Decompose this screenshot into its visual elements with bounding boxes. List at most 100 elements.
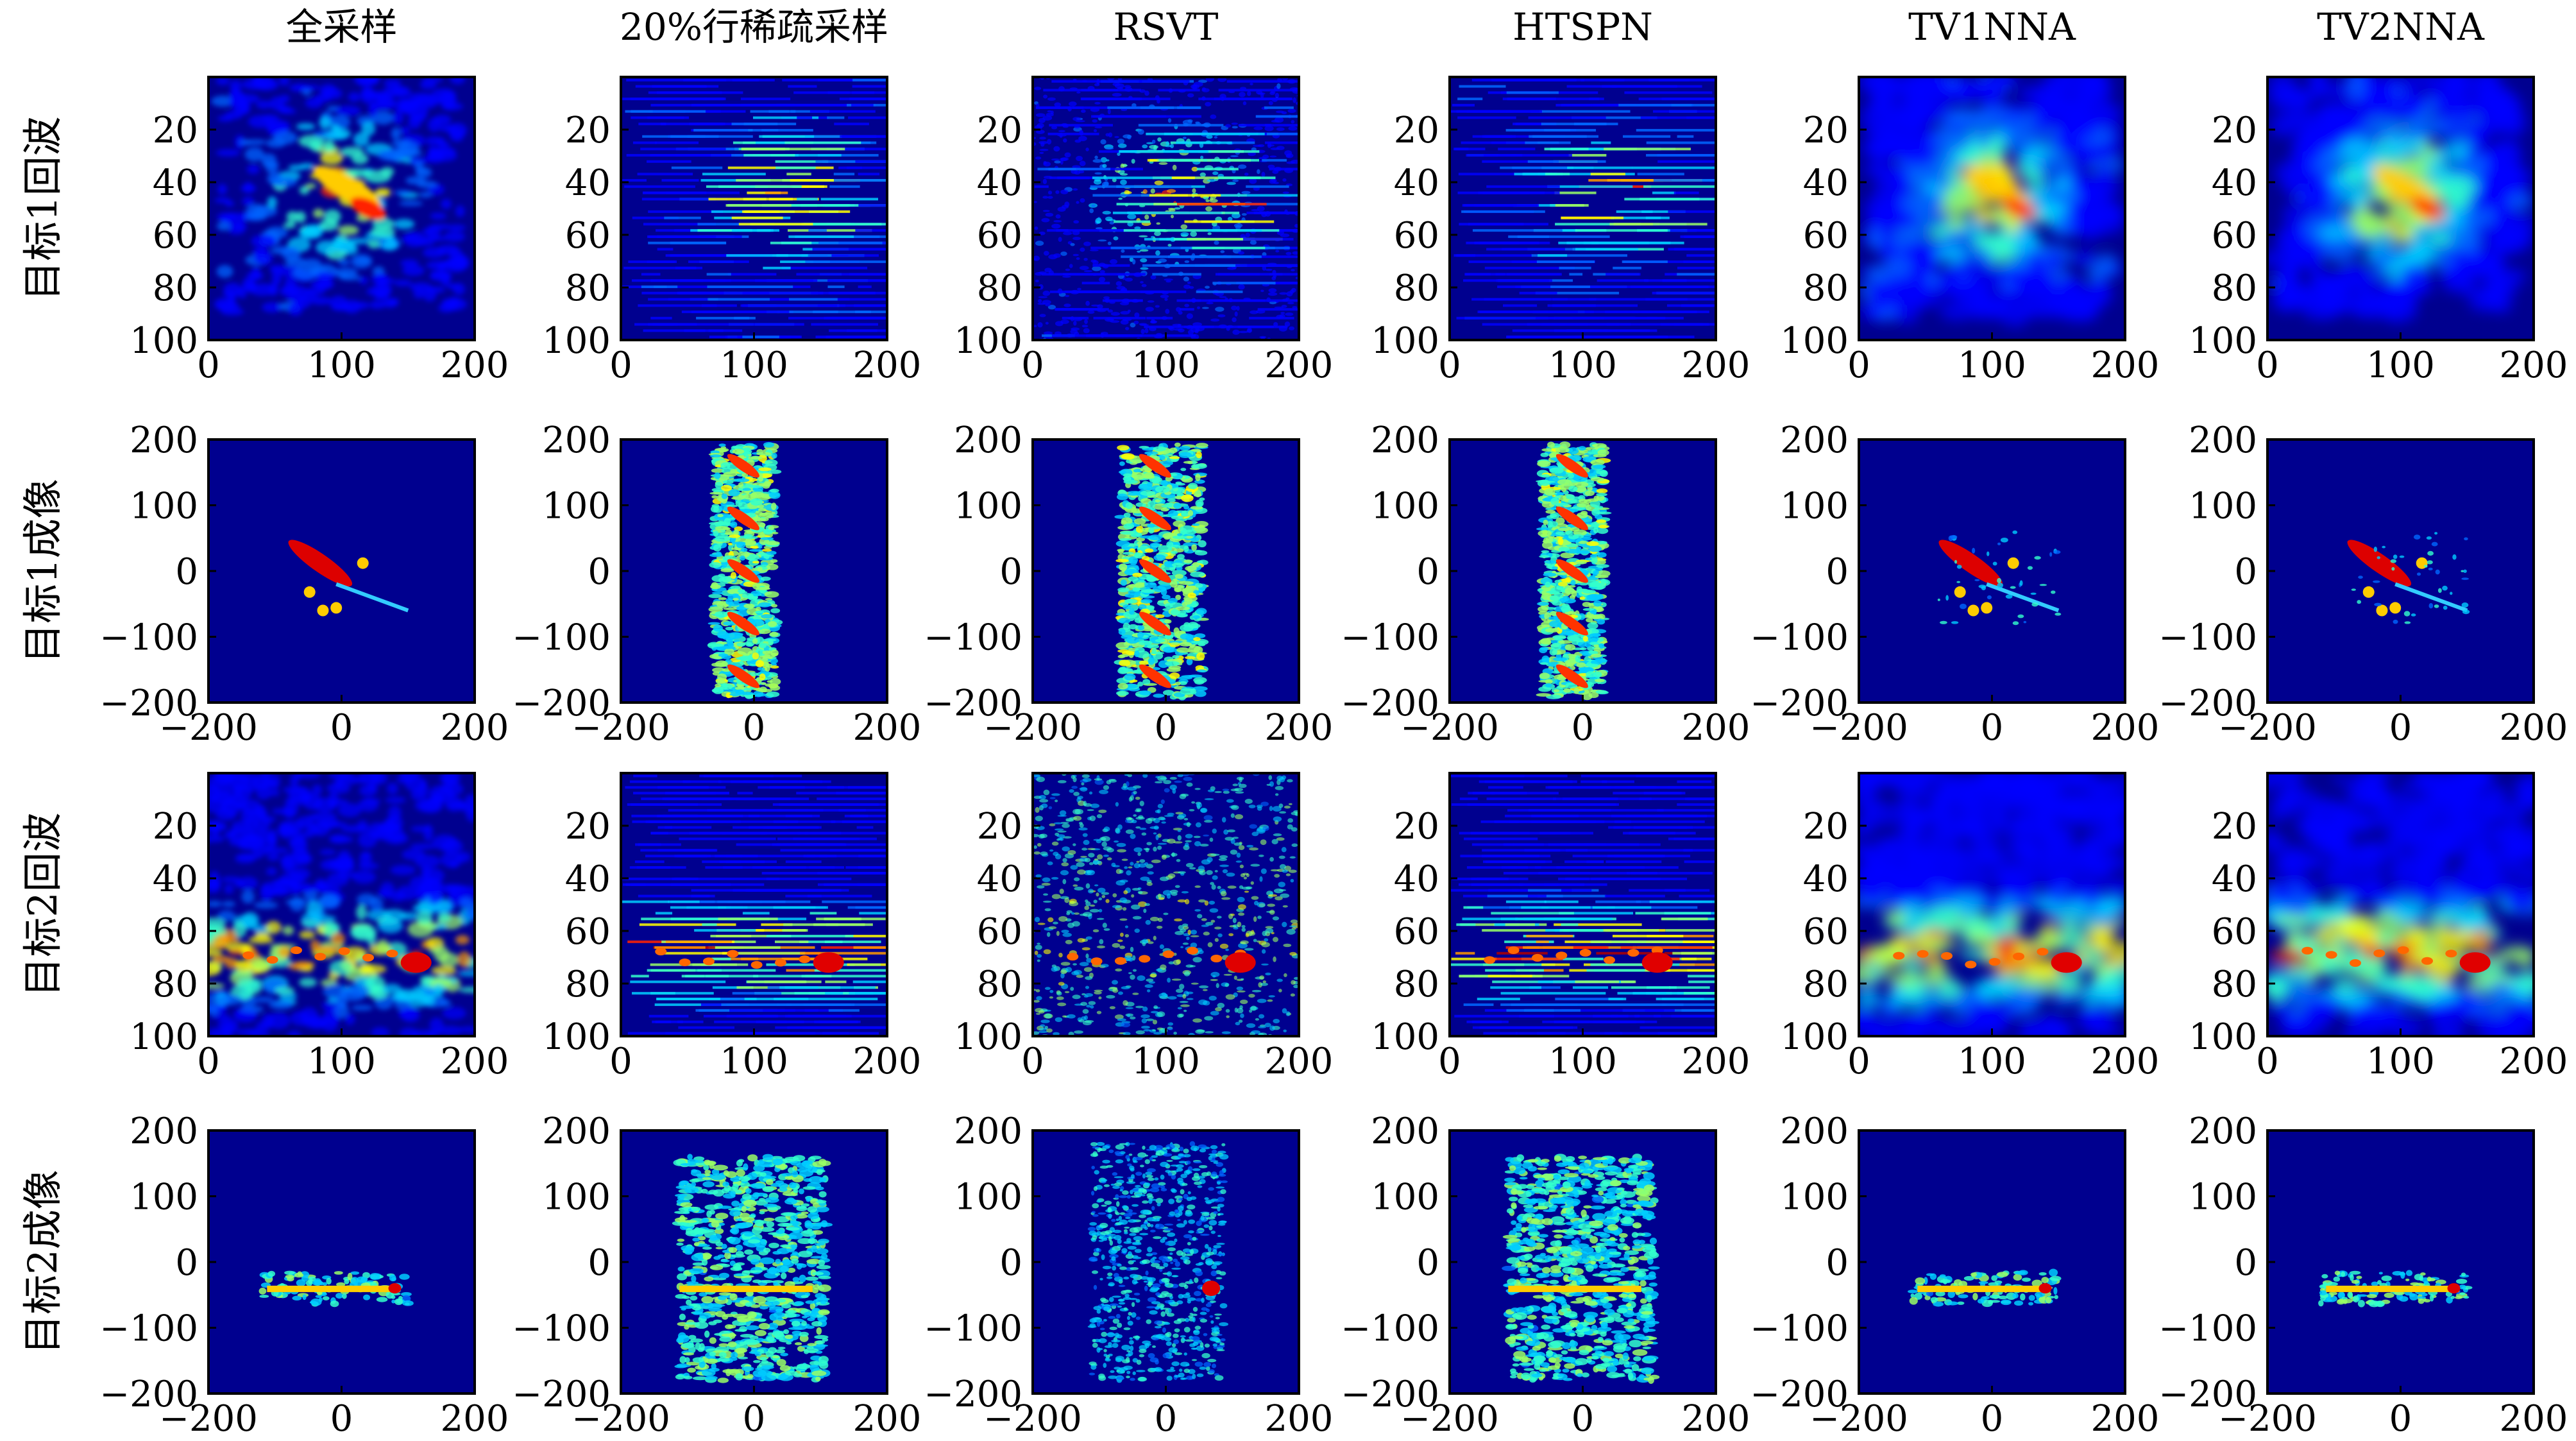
y-tick-label: 100 (130, 486, 198, 527)
row-label-3: 目标2回波 (19, 812, 66, 996)
x-tick-label: 200 (1682, 707, 1750, 749)
y-tick-label: −200 (512, 1374, 611, 1415)
heatmap-image (1859, 77, 2125, 328)
y-tick-label: 80 (1803, 268, 1849, 309)
y-tick-label: 20 (1803, 806, 1849, 848)
panel-background (208, 1130, 475, 1394)
y-tick-label: 0 (588, 1242, 611, 1284)
y-tick-label: 40 (153, 162, 198, 204)
x-tick-label: −200 (572, 707, 670, 749)
x-tick-label: 200 (2500, 1041, 2568, 1082)
heatmap-panel-r4-c4: −200 0 200 200 100 0 −100 −200 (1341, 1111, 1750, 1440)
heatmap-panel-r4-c6: −200 0 200 200 100 0 −100 −200 (2158, 1111, 2568, 1440)
x-tick-label: 0 (197, 345, 220, 386)
y-tick-label: 80 (565, 964, 611, 1005)
y-tick-label: 100 (954, 486, 1022, 527)
y-tick-label: −200 (1750, 1374, 1849, 1415)
x-tick-label: 200 (1682, 1041, 1750, 1082)
panel-background (1450, 77, 1716, 340)
y-tick-label: −200 (2158, 683, 2257, 724)
y-tick-label: −200 (2158, 1374, 2257, 1415)
x-tick-label: 100 (2366, 345, 2435, 386)
y-tick-label: −200 (99, 683, 198, 724)
y-tick-label: 0 (1416, 1242, 1439, 1284)
y-tick-label: 80 (1394, 268, 1439, 309)
heatmap-image (2267, 773, 2534, 1036)
y-tick-label: 200 (1780, 1111, 1849, 1152)
heatmap-panel-r2-c1: −200 0 200 200 100 0 −100 −200 (99, 420, 509, 749)
y-tick-label: −100 (512, 617, 611, 659)
y-tick-label: 80 (1394, 964, 1439, 1005)
x-tick-label: −200 (2218, 707, 2317, 749)
y-tick-label: 0 (999, 551, 1022, 593)
x-tick-label: 0 (197, 1041, 220, 1082)
y-tick-label: −200 (512, 683, 611, 724)
y-tick-label: 200 (1371, 420, 1439, 461)
y-tick-label: 100 (542, 1177, 611, 1218)
x-tick-label: −200 (2218, 1398, 2317, 1440)
y-tick-label: 60 (565, 215, 611, 257)
y-tick-label: 60 (1803, 215, 1849, 257)
x-tick-label: 0 (1847, 345, 1870, 386)
y-tick-label: 200 (542, 1111, 611, 1152)
y-tick-label: 100 (130, 1177, 198, 1218)
y-tick-label: 80 (977, 268, 1022, 309)
y-tick-label: 0 (175, 1242, 198, 1284)
y-tick-label: 200 (954, 1111, 1022, 1152)
x-tick-label: 0 (743, 707, 766, 749)
x-tick-label: 0 (1572, 707, 1595, 749)
y-tick-label: −100 (1341, 1308, 1439, 1350)
y-tick-label: 200 (130, 420, 198, 461)
y-tick-label: 100 (1371, 1016, 1439, 1058)
column-title-6: TV2NNA (2317, 5, 2485, 49)
x-tick-label: 200 (1265, 1398, 1334, 1440)
heatmap-image (1033, 77, 1299, 340)
y-tick-label: 100 (130, 320, 198, 362)
y-tick-label: 40 (1803, 858, 1849, 900)
y-tick-label: 100 (1371, 486, 1439, 527)
x-tick-label: 200 (2091, 1398, 2160, 1440)
row-label-1: 目标1回波 (19, 116, 66, 300)
x-tick-label: 0 (330, 707, 353, 749)
x-tick-label: 0 (1438, 345, 1461, 386)
y-tick-label: 60 (565, 911, 611, 953)
y-tick-label: 0 (2234, 1242, 2257, 1284)
column-title-4: HTSPN (1513, 5, 1653, 49)
y-tick-label: 200 (2189, 420, 2257, 461)
y-tick-label: 100 (954, 1016, 1022, 1058)
heatmap-image (2318, 1270, 2473, 1308)
heatmap-panel-r2-c3: −200 0 200 200 100 0 −100 −200 (924, 420, 1333, 749)
x-tick-label: −200 (1400, 707, 1499, 749)
x-tick-label: 100 (2366, 1041, 2435, 1082)
x-tick-label: 100 (1548, 1041, 1617, 1082)
panel-background (1450, 773, 1716, 1036)
y-tick-label: 200 (130, 1111, 198, 1152)
x-tick-label: 100 (1958, 345, 2026, 386)
column-title-1: 全采样 (285, 5, 397, 49)
x-tick-label: −200 (983, 707, 1082, 749)
y-tick-label: 20 (977, 110, 1022, 151)
x-tick-label: 0 (1572, 1398, 1595, 1440)
heatmap-image (1859, 773, 2125, 1036)
heatmap-image (707, 441, 783, 699)
y-tick-label: 20 (1803, 110, 1849, 151)
x-tick-label: 200 (2091, 707, 2160, 749)
column-title-2: 20%行稀疏采样 (620, 5, 888, 49)
y-tick-label: −200 (1750, 683, 1849, 724)
x-tick-label: 0 (1981, 707, 2004, 749)
x-tick-label: 100 (1958, 1041, 2026, 1082)
y-tick-label: 200 (2189, 1111, 2257, 1152)
y-tick-label: 20 (153, 806, 198, 848)
heatmap-image (1114, 442, 1209, 701)
x-tick-label: 200 (2500, 345, 2568, 386)
y-tick-label: −100 (924, 1308, 1022, 1350)
y-tick-label: −100 (2158, 1308, 2257, 1350)
y-tick-label: 20 (1394, 110, 1439, 151)
x-tick-label: 0 (2389, 707, 2412, 749)
y-tick-label: 20 (565, 110, 611, 151)
x-tick-label: 0 (1438, 1041, 1461, 1082)
heatmap-image (621, 78, 887, 339)
